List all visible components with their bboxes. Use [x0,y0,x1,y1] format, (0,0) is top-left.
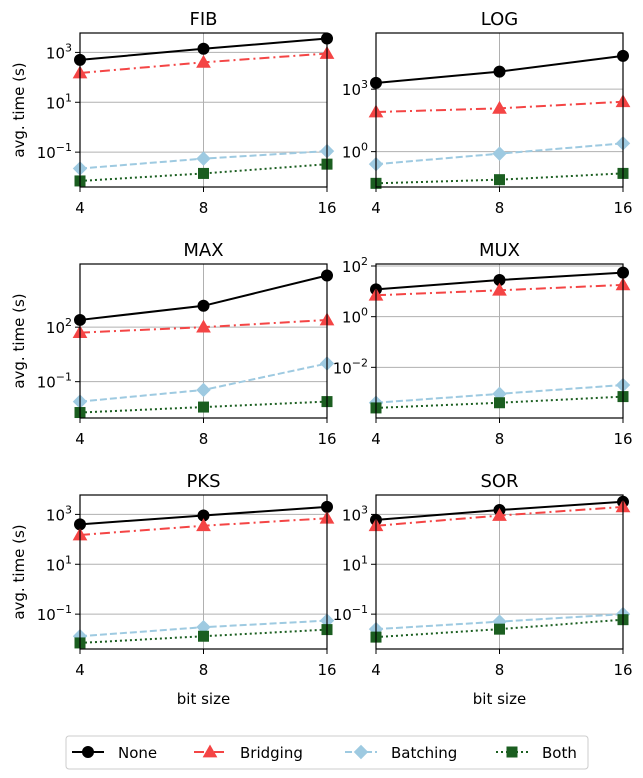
series-line-both [375,172,624,185]
legend-label: Bridging [240,744,303,762]
y-tick-label: 10−1 [333,603,368,624]
subplot-title: PKS [186,471,220,492]
legend-label: Both [542,744,577,762]
y-tick-label: 100 [342,141,368,162]
x-tick-label: 4 [371,661,381,679]
data-point-bridging [196,54,211,68]
x-tick-label: 16 [613,430,632,448]
y-tick-label: 102 [342,255,368,276]
x-axis-label: bit size [177,690,230,708]
data-point-batching [492,146,507,161]
data-point-none [197,42,210,55]
subplot-mux: 4 8 16 102 100 10−2 MUX [333,240,633,448]
data-point-bridging [196,518,211,532]
y-tick-label: 103 [342,503,368,524]
legend-marker [82,746,94,758]
data-point-bridging [492,282,507,296]
y-tick-label: 101 [46,91,72,112]
subplot-pks: 4 8 16 103 101 10−1 PKS avg. time (s) bit size [10,471,337,708]
data-point-both [494,174,505,186]
data-point-batching [196,382,211,398]
data-point-both [198,401,209,413]
data-point-both [494,397,505,409]
data-point-bridging [492,508,507,521]
y-tick-label: 103 [342,78,368,99]
y-tick-label: 102 [46,316,72,337]
x-tick-label: 4 [75,430,85,448]
x-tick-label: 16 [317,430,336,448]
data-point-both [198,167,209,179]
series-line-both [375,618,624,639]
y-tick-label: 100 [342,306,368,327]
legend: None Bridging Batching Both [65,735,589,770]
data-point-both [494,623,505,635]
subplot-title: FIB [189,9,217,30]
subplot-title: LOG [481,9,519,30]
legend-item-both: Both [496,744,577,762]
legend-marker [202,744,218,758]
y-tick-label: 101 [342,553,368,574]
data-point-batching [196,151,211,166]
series-line-both [79,163,328,182]
x-tick-label: 16 [613,661,632,679]
x-axis-label: bit size [473,690,526,708]
y-tick-label: 103 [46,503,72,524]
subplot-log: 4 8 16 103 100 LOG [342,9,633,217]
x-tick-label: 8 [495,661,505,679]
data-point-none [493,65,506,78]
x-tick-label: 4 [371,430,381,448]
y-tick-label: 10−1 [37,371,72,392]
legend-label: None [118,744,157,762]
series-line-both [375,395,624,409]
data-point-bridging [196,319,211,333]
x-tick-label: 8 [495,430,505,448]
x-tick-label: 8 [199,199,209,217]
legend-marker [353,744,369,760]
subplot-title: MUX [479,240,520,261]
x-tick-label: 8 [199,661,209,679]
y-axis-label: avg. time (s) [10,62,28,157]
series-line-both [79,628,328,644]
y-tick-label: 10−1 [37,603,72,624]
legend-marker [506,746,518,758]
x-tick-label: 16 [317,199,336,217]
x-tick-label: 16 [317,661,336,679]
legend-item-bridging: Bridging [194,744,303,762]
subplot-title: MAX [183,240,223,261]
data-point-none [197,299,210,312]
y-axis-label: avg. time (s) [10,293,28,388]
x-tick-label: 4 [75,199,85,217]
legend-frame [65,735,589,770]
x-tick-label: 8 [495,199,505,217]
data-point-both [198,630,209,642]
x-tick-label: 8 [199,430,209,448]
subplot-fib: 4 8 16 103 101 10−1 FIB avg. time (s) [10,9,337,217]
subplot-max: 4 8 16 102 10−1 MAX avg. time (s) [10,240,337,448]
legend-label: Batching [391,744,457,762]
x-tick-label: 4 [75,661,85,679]
subplot-title: SOR [480,471,518,492]
y-tick-label: 103 [46,41,72,62]
legend-item-batching: Batching [345,744,457,762]
x-tick-label: 16 [613,199,632,217]
y-tick-label: 101 [46,553,72,574]
y-axis-label: avg. time (s) [10,524,28,619]
data-point-bridging [492,100,507,114]
y-tick-label: 10−2 [333,356,368,377]
subplot-sor: 4 8 16 103 101 10−1 SOR bit size [333,471,633,708]
x-tick-label: 4 [371,199,381,217]
series-line-both [79,400,328,414]
y-tick-label: 10−1 [37,141,72,162]
legend-item-none: None [72,744,157,762]
